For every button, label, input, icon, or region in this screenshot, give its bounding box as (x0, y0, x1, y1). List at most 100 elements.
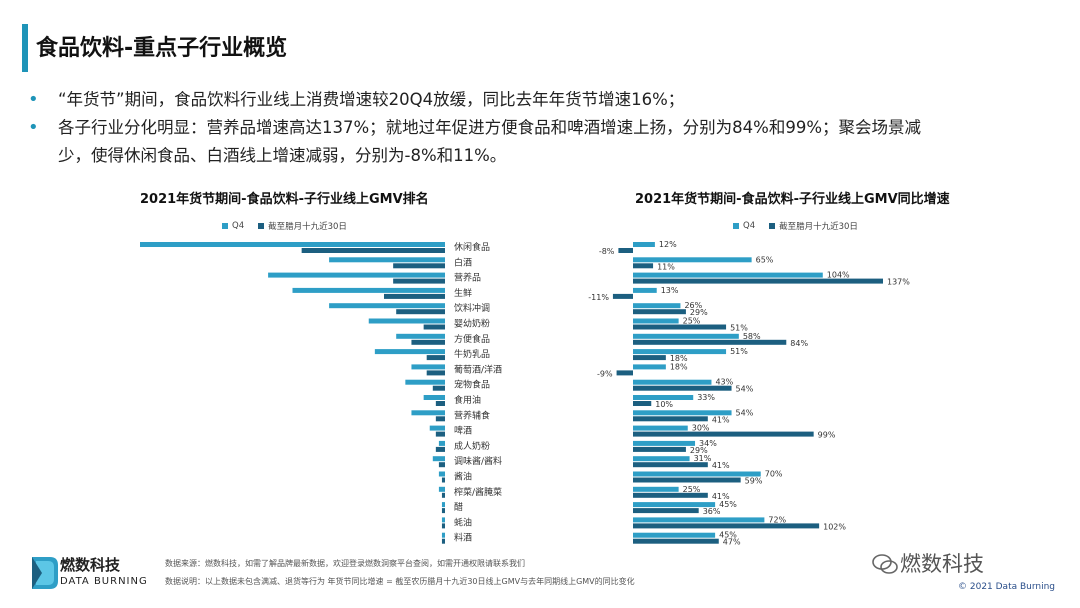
growth-bar-recent-2 (633, 278, 883, 284)
data-burning-logo-icon (32, 557, 58, 589)
bar-recent-1 (393, 263, 445, 269)
growth-label-q4-8: 18% (670, 362, 688, 371)
legend-label-q4: Q4 (743, 221, 756, 231)
wechat-icon (872, 554, 898, 574)
growth-label-recent-9: 54% (736, 385, 754, 394)
growth-label-q4-12: 30% (692, 424, 710, 433)
growth-label-recent-8: -9% (597, 369, 613, 378)
growth-bar-q4-17 (633, 502, 716, 508)
category-label-9: 宠物食品 (454, 379, 490, 391)
bar-q4-13 (438, 440, 445, 446)
bar-q4-3 (292, 287, 445, 293)
growth-label-recent-12: 99% (818, 431, 836, 440)
category-label-13: 成人奶粉 (454, 440, 490, 452)
legend-item-q4: Q4 (733, 221, 755, 231)
bar-recent-2 (393, 278, 445, 284)
growth-bar-recent-15 (633, 477, 741, 483)
growth-label-q4-7: 51% (730, 347, 748, 356)
growth-label-q4-9: 43% (715, 378, 733, 387)
growth-label-recent-7: 18% (670, 354, 688, 363)
bullet-dot: • (28, 117, 39, 138)
growth-bar-q4-7 (633, 349, 727, 355)
bar-q4-10 (423, 395, 445, 400)
bullet-text-2: 各子行业分化明显：营养品增速高达137%；就地过年促进方便食品和啤酒增速上扬，分… (58, 118, 922, 137)
growth-bar-q4-10 (633, 395, 694, 400)
growth-label-recent-6: 84% (790, 339, 808, 348)
growth-label-recent-13: 29% (690, 446, 708, 455)
growth-bar-recent-11 (633, 416, 708, 422)
growth-bar-recent-5 (633, 324, 727, 330)
growth-label-recent-18: 102% (823, 522, 846, 531)
growth-label-recent-0: -8% (599, 247, 615, 256)
growth-label-q4-13: 34% (699, 439, 717, 448)
category-label-6: 方便食品 (454, 333, 490, 345)
growth-bar-q4-12 (633, 425, 688, 431)
bar-recent-4 (396, 309, 445, 315)
copyright: © 2021 Data Burning (958, 582, 1056, 592)
bar-recent-3 (384, 293, 445, 299)
growth-label-recent-16: 41% (712, 492, 730, 501)
category-label-3: 生鲜 (454, 287, 472, 299)
growth-label-q4-15: 70% (765, 470, 783, 479)
growth-label-recent-10: 10% (655, 400, 673, 409)
growth-label-recent-4: 29% (690, 308, 708, 317)
bar-recent-9 (432, 385, 445, 391)
footer-note: 数据说明：以上数据未包含满减、退货等行为 年货节同比增速 = 截至农历腊月十九近… (165, 577, 635, 586)
bullet-dot: • (28, 89, 39, 110)
growth-bar-recent-17 (633, 508, 699, 514)
bar-recent-19 (441, 538, 445, 544)
growth-bar-recent-10 (633, 401, 652, 406)
bar-q4-16 (438, 486, 445, 492)
right-chart-title: 2021年货节期间-食品饮料-子行业线上GMV同比增速 (635, 192, 950, 207)
category-label-0: 休闲食品 (454, 241, 490, 253)
growth-label-recent-1: 11% (657, 262, 675, 271)
growth-label-q4-11: 54% (736, 408, 754, 417)
bar-recent-10 (435, 401, 445, 406)
bullet-text-1: “年货节”期间，食品饮料行业线上消费增速较20Q4放缓，同比去年年货节增速16%… (58, 90, 685, 109)
growth-bar-q4-15 (633, 471, 761, 477)
category-label-16: 榨菜/酱腌菜 (454, 486, 502, 498)
growth-label-recent-15: 59% (745, 477, 763, 486)
category-label-17: 醋 (454, 501, 463, 513)
bar-q4-8 (411, 364, 445, 370)
growth-label-recent-5: 51% (730, 324, 748, 333)
growth-bar-recent-19 (633, 538, 719, 544)
growth-bar-q4-16 (633, 486, 679, 492)
bullet-item: • 各子行业分化明显：营养品增速高达137%；就地过年促进方便食品和啤酒增速上扬… (28, 114, 1028, 142)
growth-label-q4-17: 45% (719, 500, 737, 509)
category-label-7: 牛奶乳品 (454, 348, 490, 360)
growth-label-q4-1: 65% (756, 255, 774, 264)
growth-label-recent-3: -11% (588, 293, 609, 302)
legend-label-recent: 截至腊月十九近30日 (779, 222, 858, 232)
bar-recent-0 (301, 248, 445, 253)
growth-bar-q4-8 (633, 364, 666, 370)
legend-item-recent: 截至腊月十九近30日 (769, 220, 858, 232)
growth-label-q4-14: 31% (694, 454, 712, 463)
bar-recent-17 (441, 508, 445, 514)
bar-recent-6 (411, 339, 445, 345)
growth-bar-q4-0 (633, 242, 655, 247)
bar-q4-15 (438, 471, 445, 477)
growth-bar-q4-11 (633, 410, 732, 416)
category-label-10: 食用油 (454, 394, 481, 406)
bar-q4-7 (374, 349, 445, 355)
bullet-text-3: 少，使得休闲食品、白酒线上增速减弱，分别为-8%和11%。 (58, 146, 507, 165)
bar-q4-17 (441, 502, 445, 508)
bar-q4-12 (429, 425, 445, 431)
growth-bar-q4-14 (633, 456, 690, 462)
left-chart-title: 2021年货节期间-食品饮料-子行业线上GMV排名 (140, 192, 429, 207)
category-label-5: 婴幼奶粉 (454, 318, 490, 330)
growth-bar-recent-3 (612, 293, 633, 299)
bar-recent-7 (426, 355, 445, 361)
page-title: 食品饮料-重点子行业概览 (36, 36, 288, 61)
growth-label-q4-4: 26% (684, 301, 702, 310)
growth-bar-q4-5 (633, 318, 679, 324)
growth-label-recent-14: 41% (712, 461, 730, 470)
watermark: 燃数科技 (900, 552, 984, 576)
bullet-item: • “年货节”期间，食品饮料行业线上消费增速较20Q4放缓，同比去年年货节增速1… (28, 86, 1028, 114)
growth-bar-q4-2 (633, 272, 823, 278)
category-label-19: 料酒 (454, 532, 472, 544)
growth-bar-q4-1 (633, 257, 752, 263)
growth-label-q4-18: 72% (768, 515, 786, 524)
